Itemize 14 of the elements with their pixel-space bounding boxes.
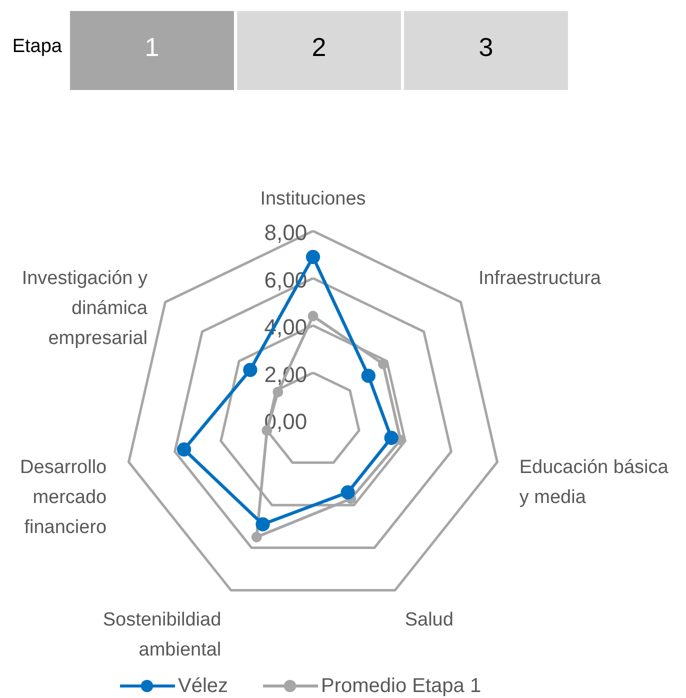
- spoke-label: Sostenibildiad ambiental: [102, 610, 222, 661]
- text: Etapa: [12, 36, 62, 57]
- text: 1: [144, 32, 160, 62]
- spoke-label: Educación básica y media: [519, 457, 669, 508]
- spoke-label: Salud: [404, 610, 454, 631]
- legend-label: Promedio Etapa 1: [321, 675, 482, 697]
- spoke-label: Investigación y dinámica empresarial: [22, 268, 148, 350]
- spoke-label: Desarrollo mercado financiero: [20, 457, 107, 538]
- legend-label: Vélez: [178, 675, 228, 697]
- spoke-label: Instituciones: [260, 188, 366, 210]
- spoke-label: Infraestructura: [478, 268, 602, 290]
- text: 2: [312, 32, 326, 62]
- text: 3: [478, 32, 494, 62]
- y-tick-label: 8,00: [264, 220, 308, 245]
